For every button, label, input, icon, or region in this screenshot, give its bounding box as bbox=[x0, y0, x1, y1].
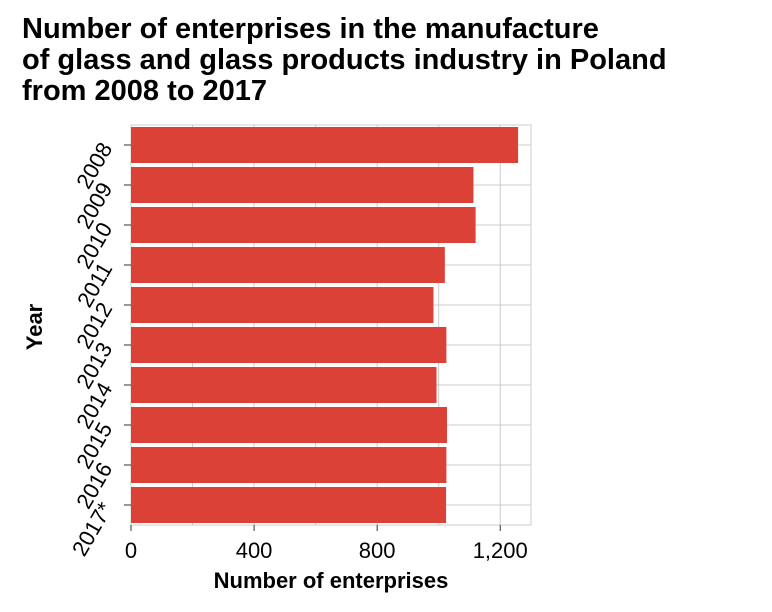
y-axis-label: Year bbox=[22, 303, 47, 350]
y-tick-label: 2017* bbox=[67, 498, 118, 561]
x-tick-label: 800 bbox=[359, 538, 396, 563]
bar-2010 bbox=[131, 207, 476, 243]
x-tick-label: 1,200 bbox=[473, 538, 528, 563]
bar-2014 bbox=[131, 367, 437, 403]
plot-frame bbox=[130, 124, 532, 526]
bar-2016 bbox=[131, 447, 447, 483]
bar-2012 bbox=[131, 287, 434, 323]
bar-2008 bbox=[131, 127, 519, 163]
bars bbox=[131, 127, 519, 523]
bar-2017 bbox=[131, 487, 447, 523]
x-axis-label: Number of enterprises bbox=[214, 568, 449, 593]
x-tick-label: 400 bbox=[236, 538, 273, 563]
x-tick-label: 0 bbox=[125, 538, 137, 563]
bar-2009 bbox=[131, 167, 474, 203]
chart-title: Number of enterprises in the manufacture… bbox=[22, 13, 667, 107]
bar-2015 bbox=[131, 407, 447, 443]
bar-2013 bbox=[131, 327, 447, 363]
bar-2011 bbox=[131, 247, 445, 283]
